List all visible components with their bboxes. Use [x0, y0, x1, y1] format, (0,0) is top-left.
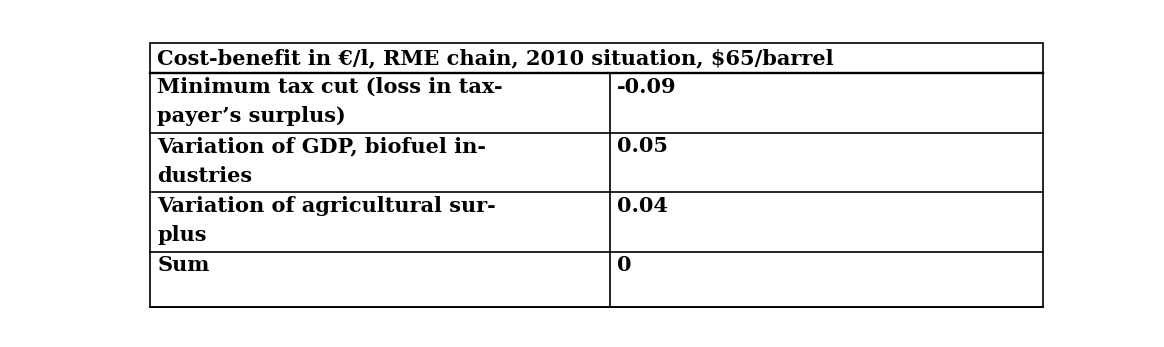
Text: 0.05: 0.05: [617, 136, 668, 156]
Text: Variation of agricultural sur-
plus: Variation of agricultural sur- plus: [157, 196, 496, 245]
Text: Variation of GDP, biofuel in-
dustries: Variation of GDP, biofuel in- dustries: [157, 136, 487, 186]
Text: 0.04: 0.04: [617, 196, 668, 215]
Text: 0: 0: [617, 255, 632, 275]
Text: -0.09: -0.09: [617, 77, 676, 96]
Text: Sum: Sum: [157, 255, 210, 275]
Text: Minimum tax cut (loss in tax-
payer’s surplus): Minimum tax cut (loss in tax- payer’s su…: [157, 77, 503, 126]
Text: Cost-benefit in €/l, RME chain, 2010 situation, $65/barrel: Cost-benefit in €/l, RME chain, 2010 sit…: [157, 48, 833, 68]
